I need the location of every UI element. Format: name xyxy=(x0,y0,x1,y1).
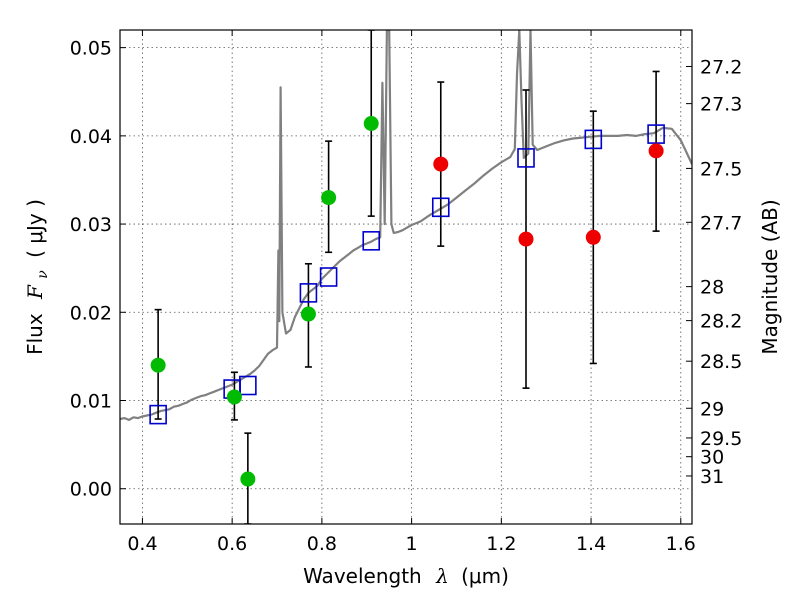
ticks: 0.4 0.6 0.8 1 1.2 1.4 1.6 0.00 0.01 0.02 0.03 0.04 0… xyxy=(70,30,742,555)
data-point xyxy=(433,156,449,172)
data-point xyxy=(300,306,316,322)
mag-tick-label: 28.5 xyxy=(700,351,742,373)
x-tick-label: 1.2 xyxy=(486,533,516,555)
mag-tick-label: 31 xyxy=(700,466,724,488)
model-square xyxy=(239,375,257,396)
x-tick-label: 0.6 xyxy=(217,533,247,555)
mag-tick-label: 27.2 xyxy=(700,56,742,78)
y2-axis-title: Magnitude (AB) xyxy=(758,199,782,354)
mag-tick-label: 27.3 xyxy=(700,94,742,116)
x-tick-label: 0.4 xyxy=(127,533,157,555)
data-point xyxy=(240,471,256,487)
y-axis-title: Flux F ν ( μJy ) xyxy=(23,199,52,355)
plot-area xyxy=(120,30,692,524)
plot-frame xyxy=(119,29,693,525)
model-square xyxy=(299,283,318,303)
data-point xyxy=(321,190,337,206)
x-tick-label: 0.8 xyxy=(307,533,337,555)
mag-tick-label: 28 xyxy=(700,277,724,299)
x-tick-label: 1.6 xyxy=(666,533,696,555)
data-point xyxy=(226,389,242,405)
mag-tick-label: 30 xyxy=(700,447,724,469)
x-tick-label: 1 xyxy=(406,533,418,555)
mag-tick-label: 28.2 xyxy=(700,311,742,333)
data-point xyxy=(648,143,664,159)
y-tick-label: 0.01 xyxy=(70,391,112,413)
data-layer xyxy=(120,30,692,524)
y-tick-label: 0.00 xyxy=(70,479,112,501)
model-square xyxy=(647,124,665,144)
model-square xyxy=(584,129,603,150)
model-square xyxy=(362,231,381,251)
model-square xyxy=(517,148,535,168)
spectrum-line xyxy=(120,30,692,421)
data-point xyxy=(363,116,379,132)
mag-tick-label: 29.5 xyxy=(700,428,742,450)
data-point xyxy=(518,231,534,247)
mag-tick-label: 27.7 xyxy=(700,212,742,234)
model-square xyxy=(149,404,167,425)
y-tick-label: 0.04 xyxy=(70,126,112,148)
y-tick-label: 0.03 xyxy=(70,214,112,236)
mag-tick-label: 29 xyxy=(700,398,724,420)
x-tick-label: 1.4 xyxy=(576,533,606,555)
model-square xyxy=(319,267,338,287)
data-point xyxy=(150,357,166,373)
y-tick-label: 0.05 xyxy=(70,38,112,60)
x-axis-title: Wavelength λ (μm) xyxy=(303,564,509,588)
model-square xyxy=(431,197,450,218)
grid xyxy=(120,30,692,524)
mag-tick-label: 27.5 xyxy=(700,158,742,180)
data-point xyxy=(585,229,601,245)
y-tick-label: 0.02 xyxy=(70,302,112,324)
